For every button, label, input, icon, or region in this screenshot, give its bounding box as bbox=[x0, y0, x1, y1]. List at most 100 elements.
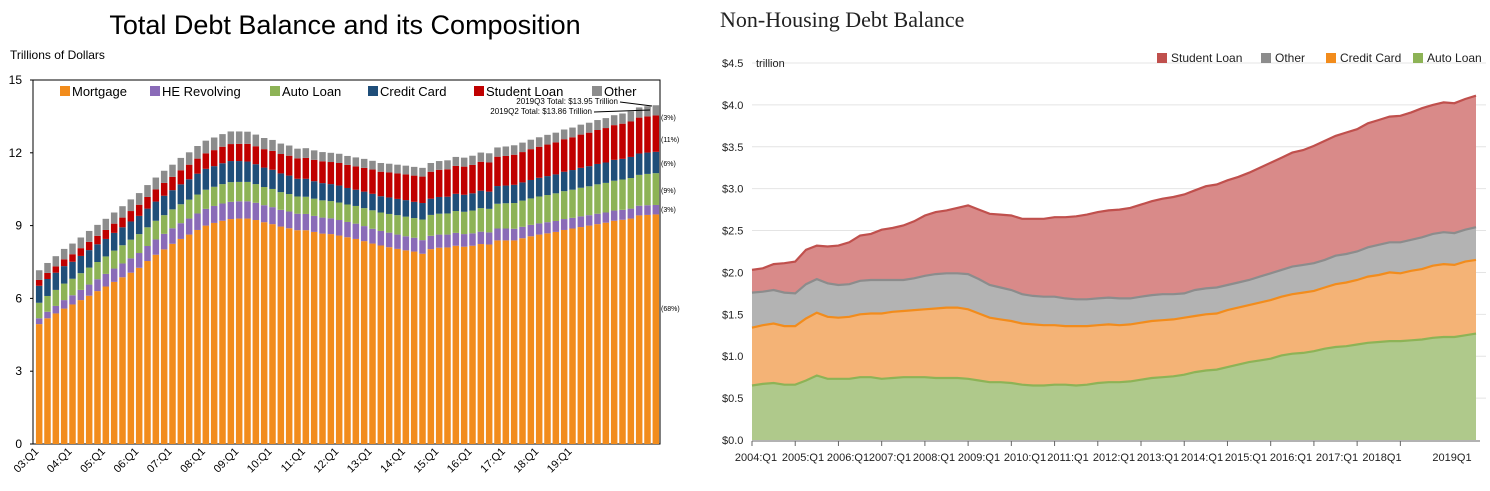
legend-item-he-revolving: HE Revolving bbox=[150, 84, 241, 99]
bar-credit-card bbox=[535, 177, 543, 197]
bar-mortgage bbox=[552, 231, 560, 444]
bar-auto-loan bbox=[310, 198, 318, 216]
bar-other bbox=[577, 124, 585, 135]
bar-student-loan bbox=[169, 176, 176, 191]
bar-other bbox=[610, 115, 618, 126]
bar-student-loan bbox=[44, 272, 51, 279]
bar-mortgage bbox=[194, 229, 201, 444]
legend-item-other: Other bbox=[1261, 51, 1305, 65]
bar-credit-card bbox=[135, 215, 143, 235]
bar-he-revolving bbox=[160, 233, 168, 250]
bar-credit-card bbox=[235, 161, 243, 182]
legend-item-credit-card: Credit Card bbox=[368, 84, 446, 99]
right-xtick-label: 2016:Q1 bbox=[1270, 452, 1312, 464]
bar-mortgage bbox=[110, 281, 118, 444]
bar-other bbox=[302, 148, 310, 158]
bar-mortgage bbox=[402, 250, 410, 444]
annotation-q3-total: 2019Q3 Total: $13.95 Trillion bbox=[516, 97, 618, 106]
bar-credit-card bbox=[377, 196, 385, 213]
bar-credit-card bbox=[194, 173, 201, 195]
bar-credit-card bbox=[635, 153, 643, 175]
bar-mortgage bbox=[294, 230, 301, 444]
bar-he-revolving bbox=[285, 211, 293, 229]
bar-student-loan bbox=[119, 217, 126, 228]
bar-other bbox=[352, 157, 360, 167]
bar-other bbox=[569, 127, 576, 138]
bar-student-loan bbox=[635, 117, 643, 154]
bar-auto-loan bbox=[427, 214, 435, 236]
bar-credit-card bbox=[202, 168, 210, 190]
bar-other bbox=[369, 160, 376, 170]
bar-auto-loan bbox=[169, 209, 176, 229]
bar-student-loan bbox=[252, 146, 260, 165]
bar-he-revolving bbox=[335, 220, 343, 236]
bar-student-loan bbox=[194, 158, 201, 174]
legend-item-credit-card: Credit Card bbox=[1326, 51, 1401, 65]
bar-credit-card bbox=[569, 170, 576, 190]
bar-credit-card bbox=[160, 195, 168, 216]
bar-auto-loan bbox=[77, 273, 85, 290]
bar-mortgage bbox=[60, 308, 68, 444]
left-xtick-label: 08:Q1 bbox=[178, 446, 208, 476]
bar-student-loan bbox=[269, 150, 276, 170]
bar-mortgage bbox=[485, 244, 493, 444]
bar-credit-card bbox=[477, 190, 485, 209]
bar-auto-loan bbox=[319, 200, 326, 218]
bar-mortgage bbox=[385, 247, 393, 444]
bar-he-revolving bbox=[610, 210, 618, 221]
share-he-revolving: (3%) bbox=[661, 207, 676, 214]
legend-swatch-auto-loan bbox=[1413, 53, 1423, 63]
share-other: (3%) bbox=[661, 115, 676, 122]
bar-mortgage bbox=[144, 261, 151, 444]
right-xtick-label: 2015:Q1 bbox=[1225, 452, 1267, 464]
bar-credit-card bbox=[527, 179, 535, 199]
bar-credit-card bbox=[485, 191, 493, 209]
right-areas bbox=[751, 94, 1477, 440]
right-ytick-label: $2.0 bbox=[722, 267, 743, 279]
bar-he-revolving bbox=[144, 245, 151, 262]
bar-he-revolving bbox=[169, 228, 176, 244]
bar-mortgage bbox=[519, 238, 526, 444]
bar-other bbox=[102, 218, 110, 230]
bar-credit-card bbox=[502, 185, 510, 204]
right-xtick-label: 2017:Q1 bbox=[1316, 452, 1358, 464]
bar-mortgage bbox=[269, 224, 276, 444]
annotation-q3-arrow bbox=[619, 101, 653, 107]
bar-auto-loan bbox=[110, 250, 118, 269]
legend-item-student-loan: Student Loan bbox=[474, 84, 563, 99]
bar-other bbox=[252, 134, 260, 147]
left-xtick-label: 09:Q1 bbox=[212, 446, 242, 476]
bar-credit-card bbox=[552, 174, 560, 194]
legend-swatch-auto-loan bbox=[270, 86, 280, 96]
bar-auto-loan bbox=[644, 173, 651, 206]
bar-other bbox=[94, 224, 101, 236]
bar-other bbox=[477, 152, 485, 162]
bar-other bbox=[69, 243, 76, 255]
bar-student-loan bbox=[527, 149, 535, 180]
bar-student-loan bbox=[77, 248, 85, 256]
bar-other bbox=[560, 129, 568, 140]
bar-mortgage bbox=[635, 215, 643, 444]
bar-auto-loan bbox=[127, 239, 135, 259]
bar-he-revolving bbox=[544, 222, 551, 234]
left-legend: Mortgage HE Revolving Auto Loan Credit Card… bbox=[60, 84, 637, 99]
bar-student-loan bbox=[110, 223, 118, 233]
bar-other bbox=[652, 105, 660, 116]
bar-he-revolving bbox=[94, 279, 101, 292]
bar-credit-card bbox=[444, 196, 451, 214]
bar-other bbox=[594, 120, 601, 130]
right-xtick-label: 2012:Q1 bbox=[1093, 452, 1135, 464]
bar-credit-card bbox=[469, 193, 476, 211]
bar-credit-card bbox=[285, 175, 293, 195]
bar-credit-card bbox=[219, 163, 226, 185]
bar-he-revolving bbox=[210, 205, 218, 223]
left-ytick-label: 9 bbox=[15, 219, 22, 233]
bar-auto-loan bbox=[60, 283, 68, 301]
bar-other bbox=[202, 140, 210, 154]
bar-credit-card bbox=[244, 161, 251, 182]
bar-student-loan bbox=[477, 161, 485, 191]
bar-credit-card bbox=[402, 200, 410, 217]
bar-student-loan bbox=[202, 153, 210, 169]
bar-other bbox=[444, 160, 451, 170]
bar-credit-card bbox=[319, 183, 326, 201]
